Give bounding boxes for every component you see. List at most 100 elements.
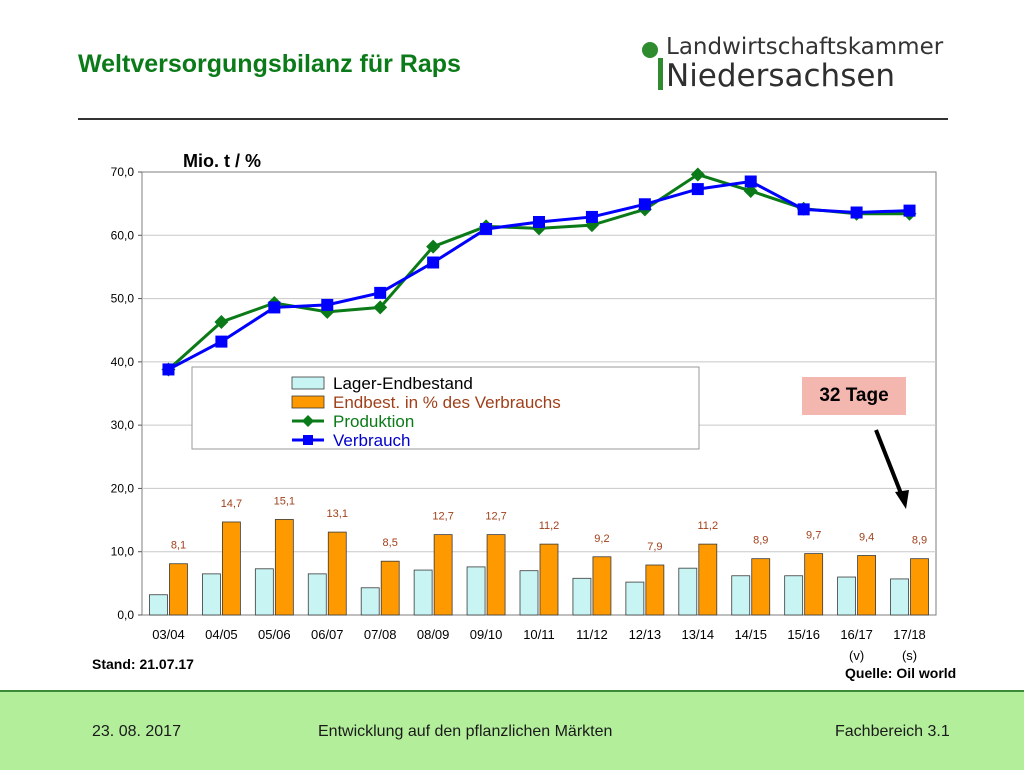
annotation-badge: 32 Tage <box>802 377 906 415</box>
bar-stock-percent <box>645 564 665 616</box>
point-produktion <box>426 239 441 254</box>
x-tick-label: 13/14 <box>682 627 715 642</box>
x-tick-label: 11/12 <box>576 627 608 642</box>
y-tick-label: 10,0 <box>111 545 135 559</box>
data-label: 8,1 <box>171 540 186 552</box>
bar-stock <box>678 567 698 616</box>
y-tick-label: 0,0 <box>117 608 134 622</box>
footer-bar: 23. 08. 2017 Entwicklung auf den pflanzl… <box>0 690 1024 770</box>
point-verbrauch <box>162 363 175 376</box>
data-label: 9,2 <box>594 533 609 545</box>
data-label: 8,5 <box>383 537 398 549</box>
y-tick-label: 60,0 <box>111 228 135 242</box>
bar-stock-percent <box>327 531 347 616</box>
point-verbrauch <box>215 335 228 348</box>
y-tick-label: 50,0 <box>111 292 135 306</box>
x-tick-label: 16/17 <box>840 627 873 642</box>
bar-stock-percent <box>486 534 506 616</box>
legend-label: Verbrauch <box>333 431 411 450</box>
x-tick-label: 05/06 <box>258 627 291 642</box>
x-tick-label: 07/08 <box>364 627 397 642</box>
source-note: Quelle: Oil world <box>845 665 957 681</box>
bar-stock <box>201 573 221 616</box>
legend-label: Lager-Endbestand <box>333 374 473 393</box>
legend-marker <box>302 415 314 427</box>
bar-stock-percent <box>380 560 400 616</box>
legend-label: Endbest. in % des Verbrauchs <box>333 393 561 412</box>
x-tick-sublabel: (v) <box>849 648 864 663</box>
bar-stock-percent <box>539 543 559 616</box>
bar-stock <box>307 573 327 616</box>
data-label: 11,2 <box>698 520 719 532</box>
data-label: 12,7 <box>485 511 506 523</box>
x-tick-label: 08/09 <box>417 627 450 642</box>
slide-title: Weltversorgungsbilanz für Raps <box>78 50 461 78</box>
logo-line2: Niedersachsen <box>666 58 896 94</box>
annotation-arrow <box>874 429 904 497</box>
data-label: 14,7 <box>221 498 242 510</box>
data-label: 7,9 <box>647 541 662 553</box>
x-tick-label: 12/13 <box>629 627 662 642</box>
point-verbrauch <box>691 183 704 196</box>
bar-stock <box>572 577 592 616</box>
bar-stock-percent <box>804 553 824 616</box>
data-label: 13,1 <box>327 508 348 520</box>
y-axis-unit-label: Mio. t / % <box>183 151 261 171</box>
legend-swatch <box>291 376 325 390</box>
point-verbrauch <box>268 301 281 314</box>
point-verbrauch <box>638 198 651 211</box>
point-verbrauch <box>321 298 334 311</box>
y-tick-label: 40,0 <box>111 355 135 369</box>
point-produktion <box>690 167 705 182</box>
x-tick-label: 04/05 <box>205 627 238 642</box>
bar-stock-percent <box>169 563 188 616</box>
x-tick-label: 14/15 <box>734 627 767 642</box>
data-label: 8,9 <box>912 535 927 547</box>
bar-stock-percent <box>698 543 718 616</box>
point-verbrauch <box>427 256 440 269</box>
footer-date: 23. 08. 2017 <box>92 723 181 740</box>
rapeseed-balance-chart: 0,0 10,0 20,0 30,0 40,0 50,0 60,0 70,0 Mio. t / … <box>111 151 937 663</box>
point-verbrauch <box>533 215 545 228</box>
x-tick-label: 17/18 <box>893 627 926 642</box>
data-label: 9,4 <box>859 532 874 544</box>
footer-department: Fachbereich 3.1 <box>835 723 950 740</box>
logo-dot-icon <box>642 42 658 58</box>
footer-topic: Entwicklung auf den pflanzlichen Märkten <box>318 723 613 740</box>
point-verbrauch <box>744 175 757 188</box>
chamber-logo: Landwirtschaftskammer Niedersachsen <box>640 32 960 94</box>
logo-line1: Landwirtschaftskammer <box>666 34 944 60</box>
annotation-arrowhead <box>895 490 909 509</box>
bar-stock-percent <box>274 519 294 616</box>
bar-stock <box>837 576 856 616</box>
logo-bar-icon <box>658 58 663 90</box>
bar-stock <box>519 570 539 616</box>
point-verbrauch <box>374 286 387 299</box>
data-label: 12,7 <box>432 511 453 523</box>
title-divider <box>78 118 948 120</box>
y-tick-label: 70,0 <box>111 165 135 179</box>
bar-stock-percent <box>221 521 241 616</box>
bar-stock-percent <box>433 534 453 616</box>
bar-stock <box>466 566 486 616</box>
point-produktion <box>214 314 229 329</box>
bar-stock <box>625 581 645 616</box>
bar-stock-percent <box>857 555 876 616</box>
data-label: 9,7 <box>806 530 821 542</box>
x-tick-label: 09/10 <box>470 627 503 642</box>
legend-swatch <box>291 395 325 409</box>
bar-stock <box>413 569 433 616</box>
bar-stock <box>890 578 909 616</box>
y-tick-label: 20,0 <box>111 481 135 495</box>
x-tick-label: 03/04 <box>152 627 185 642</box>
x-tick-label: 15/16 <box>787 627 820 642</box>
bar-stock-percent <box>910 558 929 616</box>
y-tick-label: 30,0 <box>111 418 135 432</box>
data-label: 8,9 <box>753 535 768 547</box>
bar-stock-percent <box>592 556 612 616</box>
bar-stock <box>360 587 380 616</box>
bar-stock <box>149 594 168 616</box>
point-verbrauch <box>585 210 598 223</box>
bar-stock <box>254 568 274 616</box>
x-tick-sublabel: (s) <box>902 648 917 663</box>
